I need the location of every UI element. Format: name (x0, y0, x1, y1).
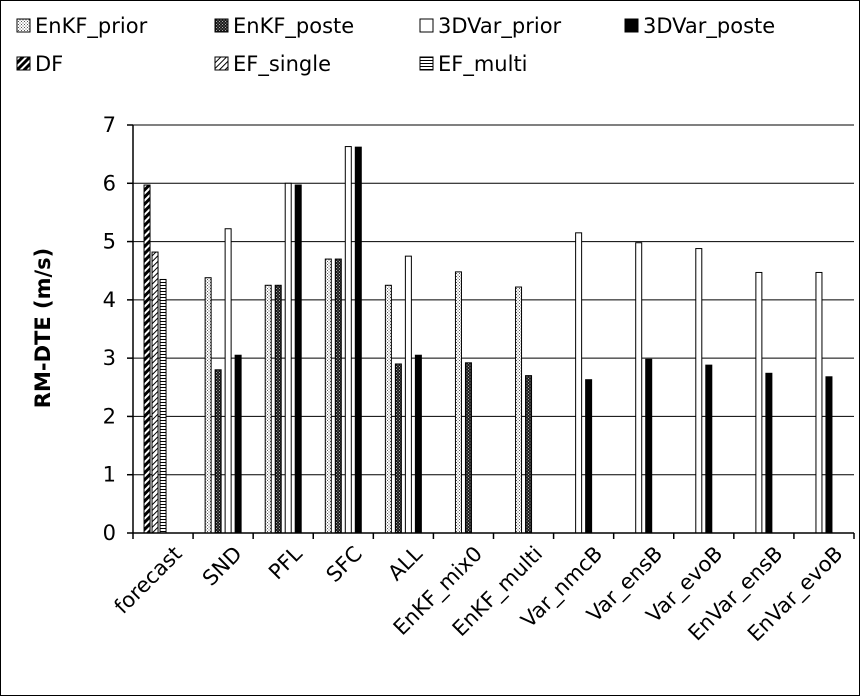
y-tick-label: 6 (103, 171, 116, 195)
bar-3DVar_poste (645, 358, 653, 534)
x-tick-label: SND (198, 542, 247, 591)
legend-label: DF (35, 52, 63, 76)
legend-label: 3DVar_prior (438, 14, 562, 39)
bar-3DVar_prior (404, 255, 412, 534)
y-tick-label: 5 (103, 230, 116, 254)
bar-3DVar_poste (585, 379, 593, 534)
legend-swatch (214, 18, 229, 33)
bar-EnKF_prior (324, 258, 332, 534)
x-tick-label: PFL (264, 541, 307, 584)
bar-EF_single (151, 251, 159, 534)
legend-swatch (419, 56, 434, 71)
bar-EnKF_prior (454, 271, 462, 534)
legend-label: EF_single (233, 52, 331, 77)
y-axis-label: RM-DTE (m/s) (31, 248, 55, 408)
legend-label: EnKF_prior (35, 14, 148, 39)
y-tick-label: 3 (103, 346, 116, 370)
bar-3DVar_prior (755, 271, 763, 534)
bar-3DVar_poste (825, 376, 833, 534)
bar-EnKF_poste (334, 258, 342, 534)
legend-swatch (419, 18, 434, 33)
y-tick-label: 4 (103, 288, 116, 312)
bar-EF_multi (159, 278, 167, 534)
bar-3DVar_poste (294, 184, 302, 534)
bar-EnKF_poste (394, 363, 402, 534)
bar-3DVar_prior (635, 242, 643, 534)
bar-3DVar_poste (705, 364, 713, 534)
bar-EnKF_poste (464, 362, 472, 534)
y-tick-label: 7 (103, 113, 116, 137)
bar-EnKF_prior (515, 286, 523, 534)
x-tick-label: SFC (322, 542, 367, 587)
x-tick-label: forecast (110, 542, 187, 619)
legend-label: EF_multi (438, 52, 528, 77)
gridlines (133, 124, 854, 476)
y-tick-label: 0 (103, 521, 116, 545)
bar-3DVar_prior (815, 271, 823, 534)
bar-EnKF_poste (274, 284, 282, 534)
bar-3DVar_prior (284, 182, 292, 534)
y-tick-label: 1 (103, 463, 116, 487)
bar-EnKF_poste (525, 375, 533, 534)
bar-EnKF_prior (264, 284, 272, 534)
bar-EnKF_prior (384, 284, 392, 534)
y-tick-label: 2 (103, 404, 116, 428)
bar-3DVar_poste (234, 354, 242, 534)
legend-label: EnKF_poste (233, 14, 354, 39)
legend-swatch (16, 56, 31, 71)
legend-swatch (16, 18, 31, 33)
bar-3DVar_poste (765, 372, 773, 534)
bar-3DVar_prior (224, 228, 232, 534)
bar-EnKF_poste (214, 369, 222, 534)
bar-3DVar_prior (344, 146, 352, 534)
bar-DF (143, 184, 151, 534)
legend-label: 3DVar_poste (643, 14, 775, 39)
bar-3DVar_prior (575, 232, 583, 534)
x-tick-label: ALL (383, 541, 427, 585)
legend: EnKF_prior EnKF_poste 3DVar_prior 3DVar_pos… (16, 14, 775, 77)
bar-3DVar_poste (354, 146, 362, 534)
legend-swatch (624, 18, 639, 33)
bar-3DVar_prior (695, 248, 703, 534)
legend-swatch (214, 56, 229, 71)
bar-EnKF_prior (204, 277, 212, 534)
axes (127, 124, 855, 539)
bar-3DVar_poste (414, 354, 422, 534)
